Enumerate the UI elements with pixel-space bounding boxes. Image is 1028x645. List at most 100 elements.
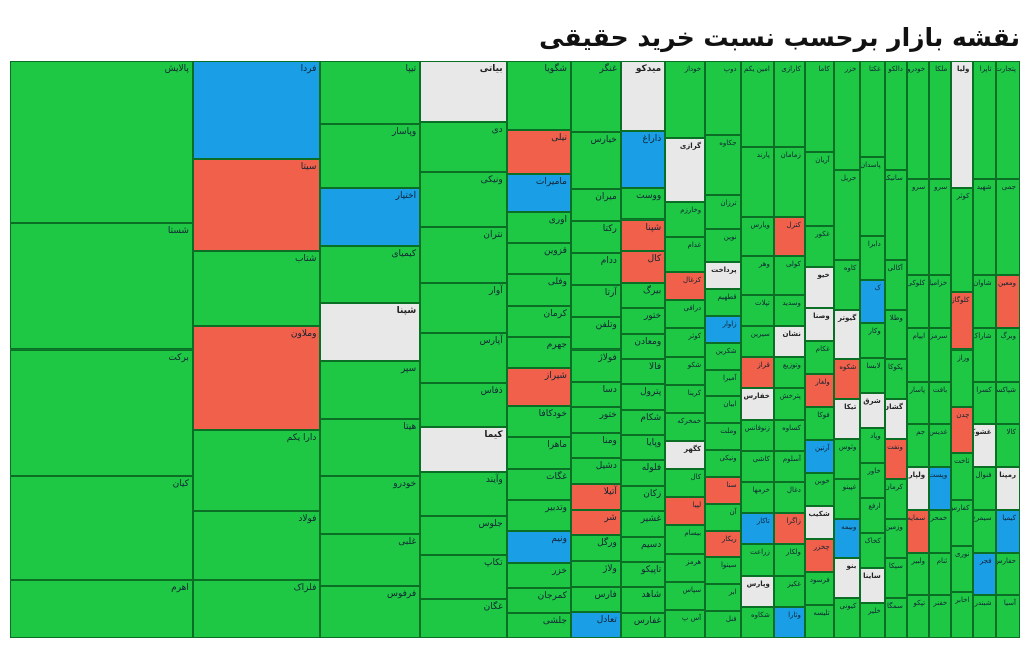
treemap-tile[interactable]: غکیز bbox=[773, 575, 805, 607]
treemap-tile[interactable]: گرازی bbox=[665, 138, 706, 202]
treemap-tile[interactable]: دوپ bbox=[705, 61, 741, 135]
treemap-tile[interactable]: ذاراغ bbox=[620, 130, 666, 188]
treemap-tile[interactable]: پکوکا bbox=[884, 359, 907, 400]
treemap-tile[interactable]: آسلوم bbox=[773, 450, 805, 483]
treemap-tile[interactable]: درافی bbox=[665, 300, 706, 329]
treemap-tile[interactable]: میران bbox=[570, 189, 621, 222]
treemap-tile[interactable]: بیرگ bbox=[620, 282, 666, 309]
treemap-tile[interactable]: کولی bbox=[773, 255, 805, 295]
treemap-tile[interactable]: وآیند bbox=[420, 471, 507, 516]
treemap-tile[interactable]: ایپام bbox=[906, 328, 930, 382]
treemap-tile[interactable]: کسرا bbox=[973, 381, 996, 425]
treemap-tile[interactable]: وتلفن bbox=[570, 317, 621, 350]
treemap-tile[interactable]: کزغال bbox=[665, 272, 706, 301]
treemap-tile[interactable]: وصنا bbox=[804, 308, 834, 342]
treemap-tile[interactable]: لپیا bbox=[665, 497, 706, 526]
treemap-tile[interactable]: خفنر bbox=[929, 595, 952, 638]
treemap-tile[interactable]: شستا bbox=[10, 222, 193, 350]
treemap-tile[interactable]: غفارس bbox=[620, 612, 666, 638]
treemap-tile[interactable]: چدن bbox=[951, 407, 974, 454]
treemap-tile[interactable]: جمی bbox=[995, 178, 1020, 275]
treemap-tile[interactable]: ابیان bbox=[705, 396, 741, 424]
treemap-tile[interactable]: شگویا bbox=[506, 61, 571, 130]
treemap-tile[interactable]: امین یکم bbox=[740, 61, 774, 147]
treemap-tile[interactable]: غلبی bbox=[320, 534, 421, 587]
treemap-tile[interactable]: تپکو bbox=[906, 595, 930, 638]
treemap-tile[interactable]: کال bbox=[620, 251, 666, 283]
treemap-tile[interactable]: جکاوه bbox=[705, 134, 741, 196]
treemap-tile[interactable]: سرو bbox=[929, 178, 952, 275]
treemap-tile[interactable]: تعادل bbox=[570, 612, 621, 638]
treemap-tile[interactable]: فرسود bbox=[804, 572, 834, 606]
treemap-tile[interactable]: وتدبیر bbox=[506, 500, 571, 532]
treemap-tile[interactable]: وپارس bbox=[740, 575, 774, 607]
treemap-tile[interactable]: شر bbox=[570, 509, 621, 536]
treemap-tile[interactable]: وفلی bbox=[506, 274, 571, 306]
treemap-tile[interactable]: کوثر bbox=[951, 187, 974, 292]
treemap-tile[interactable]: رمپنا bbox=[995, 467, 1020, 510]
treemap-tile[interactable]: وسدید bbox=[773, 294, 805, 327]
treemap-tile[interactable]: خیو bbox=[804, 267, 834, 309]
treemap-tile[interactable]: کرمان bbox=[884, 478, 907, 519]
treemap-tile[interactable]: خودرو bbox=[320, 476, 421, 535]
treemap-tile[interactable]: کمرجان bbox=[506, 587, 571, 613]
treemap-tile[interactable]: شکو bbox=[665, 356, 706, 385]
treemap-tile[interactable]: کیونی bbox=[833, 598, 861, 638]
treemap-tile[interactable]: ک bbox=[860, 279, 885, 324]
treemap-tile[interactable]: کیمیای bbox=[320, 245, 421, 304]
treemap-tile[interactable]: کخاک bbox=[860, 533, 885, 569]
treemap-tile[interactable]: دسیم bbox=[620, 536, 666, 562]
treemap-tile[interactable]: خودکافا bbox=[506, 405, 571, 438]
treemap-tile[interactable]: شیراز bbox=[506, 368, 571, 406]
treemap-tile[interactable]: ابر bbox=[705, 584, 741, 612]
treemap-tile[interactable]: وتوزیع bbox=[773, 357, 805, 389]
treemap-tile[interactable]: چخزر bbox=[804, 539, 834, 573]
treemap-tile[interactable]: خوبن bbox=[804, 473, 834, 507]
treemap-tile[interactable]: آس پ bbox=[665, 609, 706, 638]
treemap-tile[interactable]: آمیرا bbox=[705, 369, 741, 397]
treemap-tile[interactable]: بافت bbox=[929, 381, 952, 425]
treemap-tile[interactable]: غدام bbox=[665, 236, 706, 273]
treemap-tile[interactable]: ونیکی bbox=[420, 171, 507, 228]
treemap-tile[interactable]: کیان bbox=[10, 476, 193, 581]
treemap-tile[interactable]: میدکو bbox=[620, 61, 666, 131]
treemap-tile[interactable]: شکیب bbox=[804, 506, 834, 540]
treemap-tile[interactable]: کرینا bbox=[665, 384, 706, 413]
treemap-tile[interactable]: غگات bbox=[506, 468, 571, 501]
treemap-tile[interactable]: فردا bbox=[192, 61, 321, 160]
treemap-tile[interactable]: آوار bbox=[420, 282, 507, 333]
treemap-tile[interactable]: قراز bbox=[740, 357, 774, 389]
treemap-tile[interactable]: ومعین bbox=[995, 274, 1020, 329]
treemap-tile[interactable]: زاگرا bbox=[773, 513, 805, 545]
treemap-tile[interactable]: وپایا bbox=[620, 435, 666, 461]
treemap-tile[interactable]: وملاون bbox=[192, 326, 321, 431]
treemap-tile[interactable]: زکان bbox=[620, 485, 666, 512]
treemap-tile[interactable]: خزامیا bbox=[929, 274, 952, 329]
treemap-tile[interactable]: تیکا bbox=[833, 399, 861, 440]
treemap-tile[interactable]: شاوان bbox=[973, 274, 996, 329]
treemap-tile[interactable]: خیارس bbox=[570, 131, 621, 190]
treemap-tile[interactable]: آریان bbox=[804, 151, 834, 226]
treemap-tile[interactable]: ریکار bbox=[705, 530, 741, 558]
treemap-tile[interactable]: قزوین bbox=[506, 242, 571, 275]
treemap-tile[interactable]: مامیرات bbox=[506, 173, 571, 212]
treemap-tile[interactable]: فلزاک bbox=[192, 580, 321, 638]
treemap-tile[interactable]: وپاد bbox=[860, 428, 885, 464]
treemap-tile[interactable]: وثارا bbox=[773, 606, 805, 638]
treemap-tile[interactable]: وراز bbox=[951, 349, 974, 408]
treemap-tile[interactable]: زنوفانس bbox=[740, 419, 774, 451]
treemap-tile[interactable]: دی bbox=[420, 122, 507, 172]
treemap-tile[interactable]: فارس bbox=[570, 586, 621, 613]
treemap-tile[interactable]: سرمز bbox=[929, 328, 952, 382]
treemap-tile[interactable]: فالا bbox=[620, 359, 666, 385]
treemap-tile[interactable]: کیمیا bbox=[995, 509, 1020, 553]
treemap-tile[interactable]: وطلا bbox=[884, 309, 907, 360]
treemap-tile[interactable]: تاکار bbox=[740, 513, 774, 545]
treemap-tile[interactable]: دسا bbox=[570, 381, 621, 408]
treemap-tile[interactable]: ونفت bbox=[884, 439, 907, 479]
treemap-tile[interactable]: شاراک bbox=[973, 328, 996, 382]
treemap-tile[interactable]: رکتا bbox=[570, 221, 621, 254]
treemap-tile[interactable]: وپاسار bbox=[320, 124, 421, 188]
treemap-tile[interactable]: غنگر bbox=[570, 61, 621, 132]
treemap-tile[interactable]: نشان bbox=[773, 326, 805, 358]
